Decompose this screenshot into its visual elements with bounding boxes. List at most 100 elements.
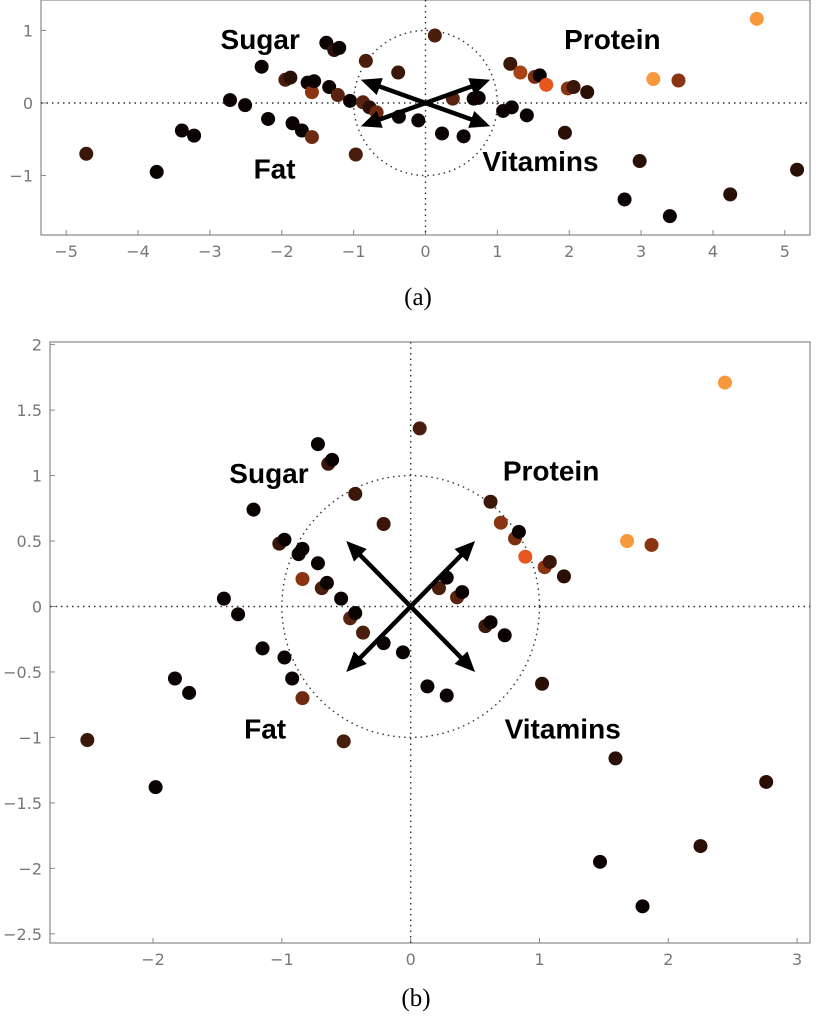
data-point <box>295 691 310 706</box>
data-point <box>334 591 349 606</box>
data-point <box>513 65 528 80</box>
data-point <box>662 209 677 224</box>
loading-arrow-vitamins <box>409 604 473 670</box>
variable-label-sugar: Sugar <box>221 24 300 55</box>
data-point <box>79 146 94 161</box>
y-tick-label: −1 <box>9 167 33 186</box>
data-point <box>580 85 595 100</box>
plot-frame <box>49 341 811 944</box>
data-point <box>332 40 347 55</box>
data-point <box>693 839 708 854</box>
data-point <box>376 517 391 532</box>
x-tick-label: −3 <box>198 242 222 261</box>
data-point <box>542 554 557 569</box>
data-point <box>254 59 269 74</box>
x-tick-label: −2 <box>270 242 294 261</box>
data-point <box>471 90 486 105</box>
data-point <box>519 108 534 123</box>
data-point <box>149 164 164 179</box>
data-point <box>295 571 310 586</box>
arrowhead-sugar <box>360 78 383 96</box>
data-point <box>759 774 774 789</box>
x-tick-label: 2 <box>663 950 673 969</box>
data-point <box>167 671 182 686</box>
plot-frame <box>40 0 811 236</box>
arrowhead-protein <box>468 78 491 96</box>
data-point <box>231 607 246 622</box>
data-point <box>336 734 351 749</box>
data-point <box>646 72 661 87</box>
x-tick-label: 4 <box>708 242 718 261</box>
x-tick-label: −1 <box>342 242 366 261</box>
variable-label-fat: Fat <box>244 713 286 744</box>
data-point <box>246 502 261 517</box>
panel-b-plot: −2 −1 0 1 2 3 −2.5 −2 −1.5 −1 −0.5 0 0.5 1 1.5 2 Sugar Pr… <box>3 336 811 969</box>
arrowhead-protein <box>454 541 476 562</box>
data-point <box>411 113 426 128</box>
data-point <box>148 780 163 795</box>
data-point <box>261 111 276 126</box>
y-tick-label: 2 <box>32 336 42 355</box>
data-point <box>304 85 319 100</box>
arrowhead-vitamins <box>454 651 476 672</box>
data-point <box>557 125 572 140</box>
data-point <box>310 437 325 452</box>
variable-label-vitamins: Vitamins <box>505 713 621 744</box>
data-point <box>539 77 554 92</box>
data-point <box>535 676 550 691</box>
unit-circle <box>281 474 541 739</box>
arrowhead-vitamins <box>468 110 491 128</box>
panel-b-caption: (b) <box>401 985 430 1012</box>
data-point <box>420 679 435 694</box>
x-tick-label: 0 <box>406 950 416 969</box>
arrowhead-fat <box>346 651 367 672</box>
data-point <box>608 751 623 766</box>
data-point <box>435 126 450 141</box>
data-point <box>483 494 498 509</box>
data-point <box>356 625 371 640</box>
data-point <box>391 65 406 80</box>
data-point <box>518 549 533 564</box>
data-point <box>283 70 298 85</box>
data-point <box>644 537 659 552</box>
x-tick-label: −1 <box>270 950 294 969</box>
data-point <box>223 93 238 108</box>
data-point <box>395 645 410 660</box>
panel-a-plot: −5 −4 −3 −2 −1 0 1 2 3 4 5 −1 0 1 Sugar Protein Fat Vitam… <box>9 0 811 261</box>
arrowhead-sugar <box>346 541 367 562</box>
y-tick-label: 1.5 <box>17 401 42 420</box>
data-point <box>325 452 340 467</box>
x-tick-label: 2 <box>564 242 574 261</box>
data-point <box>493 515 508 530</box>
data-point <box>348 147 363 162</box>
data-point <box>455 585 470 600</box>
data-point <box>717 375 732 390</box>
loading-arrow-sugar <box>348 543 413 609</box>
x-tick-label: 1 <box>534 950 544 969</box>
data-point <box>348 606 363 621</box>
data-point <box>182 685 197 700</box>
data-point <box>285 671 300 686</box>
loading-arrow-protein <box>409 543 473 609</box>
data-point <box>330 88 345 103</box>
y-tick-label: −1.5 <box>3 794 42 813</box>
x-tick-label: 0 <box>420 242 430 261</box>
y-tick-label: 1 <box>32 467 42 486</box>
data-point <box>358 53 373 68</box>
data-point <box>456 129 471 144</box>
x-tick-label: −2 <box>141 950 165 969</box>
data-point <box>255 641 270 656</box>
data-point <box>671 73 686 88</box>
data-point <box>348 486 363 501</box>
data-point <box>593 854 608 869</box>
variable-label-protein: Protein <box>503 455 599 486</box>
data-point <box>310 556 325 571</box>
arrowhead-fat <box>360 110 383 128</box>
loading-arrow-fat <box>348 604 413 670</box>
data-point <box>790 162 805 177</box>
data-point <box>216 591 231 606</box>
data-point <box>635 899 650 914</box>
data-point <box>511 524 526 539</box>
variable-label-sugar: Sugar <box>229 458 308 489</box>
